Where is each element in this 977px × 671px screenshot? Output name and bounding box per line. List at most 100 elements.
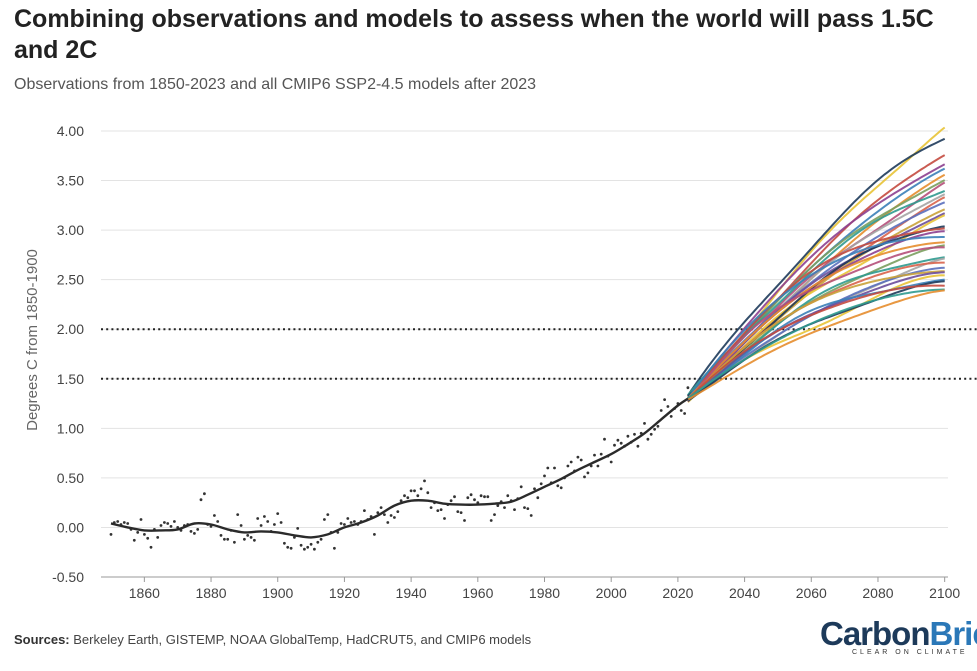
observation-point [386, 521, 390, 524]
observation-point [409, 489, 413, 493]
observation-point [189, 530, 193, 533]
observation-point [319, 537, 323, 541]
observation-point [339, 522, 343, 525]
observation-point [146, 536, 150, 540]
model-line [687, 236, 945, 400]
observation-point [363, 509, 366, 512]
observation-point [353, 520, 356, 523]
observation-point [496, 504, 500, 507]
observation-point [306, 545, 310, 549]
x-tick-label: 2040 [729, 585, 760, 601]
model-line [687, 246, 945, 403]
observation-point [299, 543, 303, 547]
observation-point [259, 524, 263, 527]
observation-point [579, 458, 583, 462]
observation-point [593, 453, 596, 457]
observation-point [636, 444, 640, 448]
observation-point [173, 520, 176, 523]
observation-point [646, 437, 650, 441]
trend-line [110, 397, 689, 539]
observation-point [686, 386, 690, 390]
sources-note: Sources: Berkeley Earth, GISTEMP, NOAA G… [14, 632, 531, 647]
y-tick-label: 4.00 [57, 123, 84, 139]
smoothed-trend [110, 397, 689, 539]
x-tick-label: 1880 [195, 585, 226, 601]
observation-point [399, 499, 403, 503]
observation-point [132, 538, 136, 542]
observation-point [296, 527, 300, 530]
observation-point [666, 405, 670, 408]
observation-point [136, 531, 140, 534]
observation-point [323, 518, 326, 521]
observation-point [116, 520, 120, 523]
model-line [687, 288, 945, 400]
x-tick-label: 2000 [596, 585, 627, 601]
observation-point [396, 510, 400, 513]
x-tick-label: 2100 [929, 585, 960, 601]
model-line [687, 137, 946, 397]
observation-points [109, 386, 690, 551]
y-tick-label: 0.50 [57, 470, 84, 486]
y-tick-label: 2.50 [57, 272, 84, 288]
x-tick-label: 1860 [129, 585, 160, 601]
observation-point [423, 479, 426, 483]
carbonbrief-logo[interactable]: CarbonBrief CLEAR ON CLIMATE [820, 617, 977, 665]
observation-point [216, 520, 220, 523]
observation-point [576, 455, 580, 459]
observation-point [199, 498, 203, 502]
y-tick-label: 0.00 [57, 519, 84, 535]
observation-point [406, 496, 410, 500]
x-tick-label: 1920 [329, 585, 360, 601]
observation-point [546, 466, 550, 470]
observation-point [486, 495, 490, 499]
observation-point [489, 519, 493, 522]
observation-point [466, 496, 470, 500]
observation-point [526, 507, 530, 510]
observation-point [479, 494, 483, 498]
observation-point [543, 474, 546, 478]
observation-point [513, 508, 516, 511]
observation-point [266, 520, 270, 523]
model-projections [687, 126, 946, 403]
observation-point [659, 409, 663, 412]
observation-point [243, 537, 246, 541]
x-tick-label: 1900 [262, 585, 293, 601]
observation-point [143, 533, 146, 536]
observation-point [416, 494, 420, 498]
observation-point [289, 546, 293, 550]
y-tick-label: 2.00 [57, 321, 84, 337]
observation-point [463, 519, 466, 522]
observation-point [169, 525, 173, 528]
observation-point [309, 542, 313, 546]
model-line [687, 289, 945, 401]
observation-point [449, 499, 453, 503]
observation-point [196, 528, 200, 531]
observation-point [609, 460, 613, 464]
observation-point [109, 533, 113, 536]
observation-point [559, 486, 563, 490]
observation-point [276, 512, 280, 515]
observation-point [533, 487, 536, 491]
observation-point [633, 432, 636, 436]
observation-point [683, 412, 686, 415]
grid-lines [101, 130, 948, 578]
sources-text: Berkeley Earth, GISTEMP, NOAA GlobalTemp… [69, 632, 532, 647]
observation-point [523, 506, 526, 509]
observation-point [286, 545, 290, 549]
observation-point [539, 482, 543, 486]
observation-point [263, 515, 266, 518]
observation-point [122, 521, 126, 524]
observation-point [126, 522, 130, 525]
model-line [687, 241, 945, 400]
observation-point [226, 537, 230, 541]
model-line [687, 270, 945, 401]
page-subtitle: Observations from 1850-2023 and all CMIP… [14, 76, 537, 93]
observation-point [443, 517, 446, 520]
observation-point [493, 513, 496, 516]
observation-point [569, 460, 573, 464]
x-tick-label: 1940 [396, 585, 427, 601]
y-tick-label: -0.50 [52, 569, 84, 585]
observation-point [156, 536, 160, 539]
observation-point [159, 524, 163, 527]
x-tick-label: 2080 [862, 585, 893, 601]
